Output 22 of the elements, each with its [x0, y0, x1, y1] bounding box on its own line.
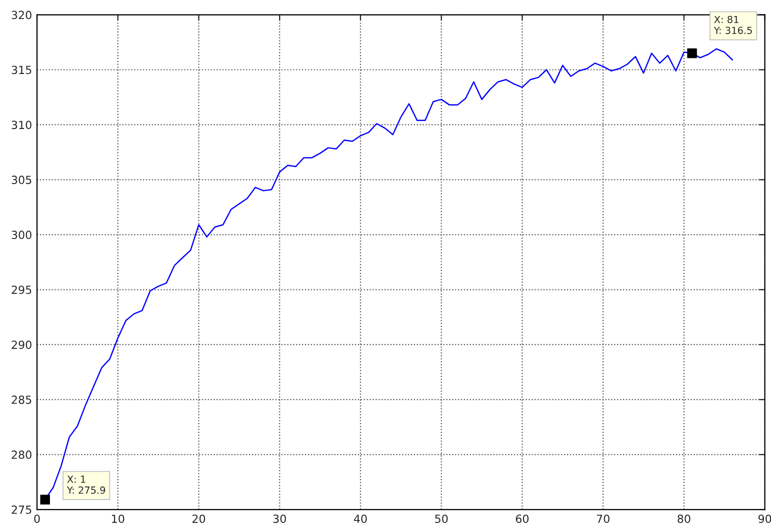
- x-tick-label: 60: [516, 514, 529, 523]
- y-tick-label: 295: [12, 286, 32, 294]
- y-tick-label: 290: [12, 340, 32, 349]
- x-tick-label: 10: [112, 514, 124, 523]
- x-tick-label: 0: [34, 514, 40, 523]
- y-tick-label: 320: [12, 10, 32, 20]
- y-tick-label: 275: [12, 505, 32, 514]
- y-tick-label: 305: [12, 176, 32, 184]
- y-tick-label: 300: [12, 230, 32, 240]
- x-tick-label: 90: [758, 514, 771, 523]
- y-tick-label: 280: [12, 450, 32, 459]
- x-tick-label: 20: [192, 514, 206, 523]
- annotation: X: 81 Y: 316.5: [714, 16, 752, 34]
- x-tick-label: 80: [678, 514, 690, 523]
- x-tick-label: 70: [596, 514, 610, 523]
- x-tick-label: 30: [273, 514, 286, 523]
- x-tick-label: 50: [435, 514, 448, 523]
- x-tick-label: 40: [354, 514, 367, 523]
- y-tick-label: 285: [12, 396, 32, 404]
- y-tick-label: 310: [12, 120, 32, 130]
- annotation: X: 1 Y: 275.9: [66, 476, 106, 494]
- y-tick-label: 315: [12, 66, 32, 74]
